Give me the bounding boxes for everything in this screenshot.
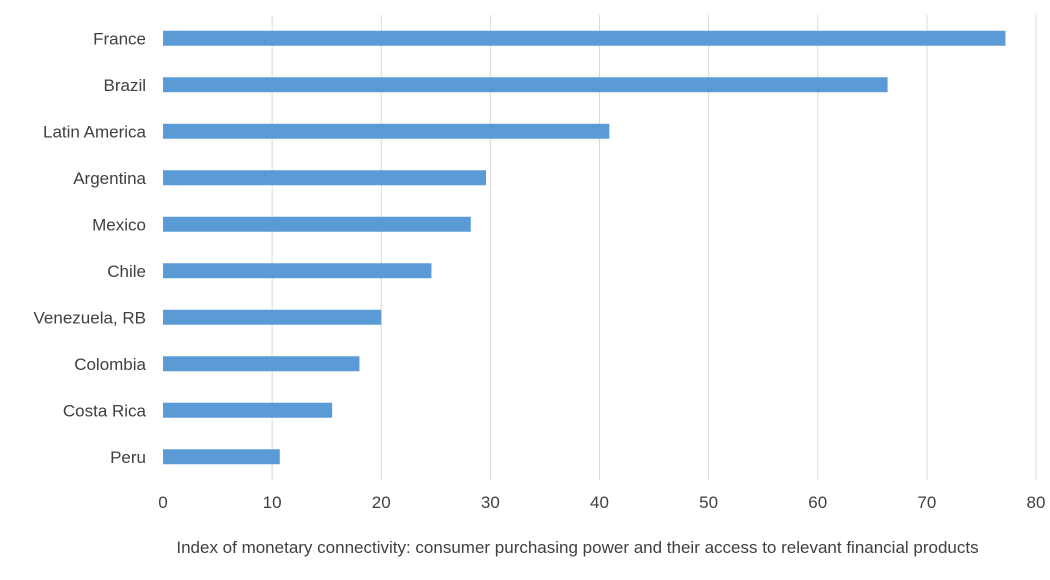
x-tick-label: 60 (808, 493, 827, 512)
category-label: Chile (107, 262, 146, 281)
x-tick-label: 70 (917, 493, 936, 512)
x-tick-label: 0 (158, 493, 167, 512)
bar (163, 170, 487, 186)
bar (163, 77, 888, 93)
category-label: Colombia (74, 355, 146, 374)
bar (163, 309, 382, 325)
x-tick-label: 30 (481, 493, 500, 512)
category-labels: France Brazil Latin America Argentina Mexico… (34, 29, 147, 467)
x-tick-labels: 0 10 20 30 40 50 60 70 80 (158, 493, 1045, 512)
bar (163, 123, 610, 139)
bar (163, 449, 280, 465)
category-label: Peru (110, 448, 146, 467)
bar (163, 263, 432, 279)
category-label: France (93, 29, 146, 48)
category-label: Argentina (73, 169, 146, 188)
category-label: Mexico (92, 215, 146, 234)
x-tick-label: 20 (372, 493, 391, 512)
bar (163, 216, 471, 232)
category-label: Costa Rica (63, 401, 147, 420)
x-tick-label: 80 (1027, 493, 1046, 512)
bar (163, 402, 333, 418)
bar-chart: France Brazil Latin America Argentina Mexico… (34, 15, 1045, 512)
bar (163, 30, 1006, 46)
bars (163, 30, 1006, 465)
x-axis-label: Index of monetary connectivity: consumer… (176, 538, 979, 557)
x-tick-label: 10 (263, 493, 282, 512)
category-label: Brazil (103, 76, 146, 95)
x-tick-label: 50 (699, 493, 718, 512)
x-tick-label: 40 (590, 493, 609, 512)
category-label: Latin America (43, 122, 147, 141)
bar (163, 356, 360, 372)
category-label: Venezuela, RB (34, 308, 146, 327)
gridlines (271, 15, 1037, 480)
